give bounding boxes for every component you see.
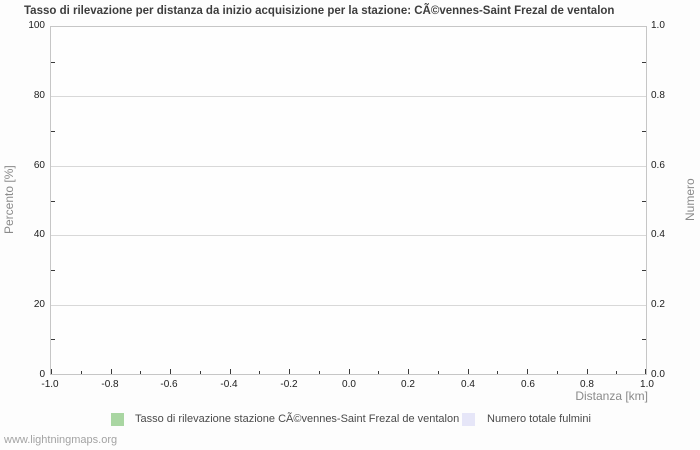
y-tick-label: 0.4 <box>651 229 665 240</box>
y-minor-tick <box>642 131 646 133</box>
y-tick-label: 0.8 <box>651 90 665 101</box>
x-tick-label: -1.0 <box>41 379 59 390</box>
y-tick-label: 0.2 <box>651 299 665 310</box>
legend-label-detection-rate: Tasso di rilevazione stazione CÃ©vennes-… <box>135 413 460 425</box>
x-major-tick <box>408 369 409 374</box>
x-major-tick <box>586 369 588 374</box>
x-minor-tick <box>616 371 618 374</box>
y-axis-right-label: Numero <box>683 178 697 222</box>
y-tick-label: 100 <box>28 20 45 31</box>
y-minor-tick <box>51 131 55 133</box>
x-tick-label: -0.6 <box>160 379 178 390</box>
x-minor-tick <box>259 371 261 374</box>
x-minor-tick <box>318 371 320 374</box>
y-minor-tick <box>51 61 55 63</box>
x-tick-label: 0.0 <box>342 379 356 390</box>
y-minor-tick <box>51 339 55 341</box>
y-tick-label: 40 <box>33 229 45 240</box>
y-tick-label: 80 <box>33 90 45 101</box>
chart-title: Tasso di rilevazione per distanza da ini… <box>24 5 615 17</box>
x-major-tick <box>51 369 52 374</box>
y-tick-label: 60 <box>33 160 45 171</box>
y-tick-label: 0.0 <box>651 369 665 380</box>
plot-area <box>50 26 647 375</box>
y-minor-tick <box>642 200 646 202</box>
x-major-tick <box>645 369 646 374</box>
y-minor-tick <box>642 269 646 271</box>
x-minor-tick <box>437 371 439 374</box>
gridline-80 <box>51 96 646 98</box>
y-minor-tick <box>51 200 55 202</box>
x-major-tick <box>467 369 469 374</box>
y-tick-label: 0.6 <box>651 160 665 171</box>
x-tick-label: 0.6 <box>521 379 535 390</box>
legend-label-total-strokes: Numero totale fulmini <box>487 413 591 425</box>
y-tick-label: 1.0 <box>651 20 665 31</box>
x-major-tick <box>289 369 290 374</box>
x-tick-label: -0.4 <box>220 379 238 390</box>
x-minor-tick <box>497 371 499 374</box>
x-tick-label: 0.2 <box>401 379 415 390</box>
x-minor-tick <box>199 371 201 374</box>
x-major-tick <box>229 369 231 374</box>
x-tick-label: 0.4 <box>461 379 475 390</box>
y-tick-label: 20 <box>33 299 45 310</box>
x-axis-label: Distanza [km] <box>575 389 648 403</box>
y-minor-tick <box>642 339 646 341</box>
x-minor-tick <box>556 371 558 374</box>
x-major-tick <box>170 369 171 374</box>
x-major-tick <box>110 369 112 374</box>
watermark-url: www.lightningmaps.org <box>4 434 118 446</box>
legend-swatch-total-strokes <box>462 413 475 426</box>
gridline-20 <box>51 304 646 306</box>
x-tick-label: 0.8 <box>580 379 594 390</box>
gridline-40 <box>51 235 646 237</box>
x-minor-tick <box>378 371 380 374</box>
y-axis-left-label: Percento [%] <box>2 165 16 235</box>
x-major-tick <box>348 369 350 374</box>
y-minor-tick <box>642 61 646 63</box>
x-minor-tick <box>140 371 142 374</box>
y-tick-label: 0 <box>39 369 45 380</box>
legend-swatch-detection-rate <box>111 413 124 426</box>
x-tick-label: -0.8 <box>101 379 119 390</box>
y-minor-tick <box>51 269 55 271</box>
x-tick-label: 1.0 <box>640 379 654 390</box>
x-minor-tick <box>80 371 82 374</box>
x-major-tick <box>527 369 528 374</box>
gridline-60 <box>51 165 646 167</box>
x-tick-label: -0.2 <box>280 379 298 390</box>
